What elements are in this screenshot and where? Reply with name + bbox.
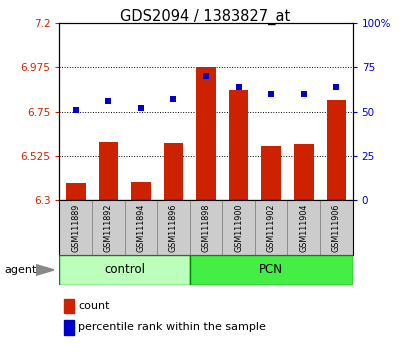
Text: GSM111900: GSM111900: [234, 203, 243, 252]
Text: percentile rank within the sample: percentile rank within the sample: [78, 322, 265, 332]
Bar: [254, 200, 287, 255]
Bar: [124, 200, 157, 255]
Text: PCN: PCN: [258, 263, 283, 276]
Bar: [131, 182, 150, 200]
Bar: [92, 200, 124, 255]
Bar: [98, 142, 118, 200]
Bar: [196, 67, 215, 200]
Bar: [66, 183, 85, 200]
Text: GSM111892: GSM111892: [103, 203, 112, 252]
Text: GSM111894: GSM111894: [136, 203, 145, 252]
Text: GDS2094 / 1383827_at: GDS2094 / 1383827_at: [119, 9, 290, 25]
Text: GSM111896: GSM111896: [169, 203, 178, 252]
Bar: [326, 100, 345, 200]
Text: count: count: [78, 301, 109, 311]
Bar: [163, 143, 183, 200]
Text: GSM111889: GSM111889: [71, 203, 80, 252]
Bar: [59, 200, 92, 255]
Bar: [261, 146, 280, 200]
Text: GSM111906: GSM111906: [331, 203, 340, 252]
Text: agent: agent: [4, 265, 36, 275]
Text: GSM111898: GSM111898: [201, 203, 210, 252]
Bar: [228, 90, 248, 200]
Bar: [189, 255, 352, 285]
Bar: [319, 200, 352, 255]
Bar: [189, 200, 222, 255]
Bar: [157, 200, 189, 255]
Text: GSM111904: GSM111904: [299, 203, 308, 252]
Polygon shape: [36, 264, 54, 275]
Text: GSM111902: GSM111902: [266, 203, 275, 252]
Text: control: control: [104, 263, 145, 276]
Bar: [287, 200, 319, 255]
Bar: [293, 144, 313, 200]
Bar: [59, 255, 189, 285]
Bar: [222, 200, 254, 255]
